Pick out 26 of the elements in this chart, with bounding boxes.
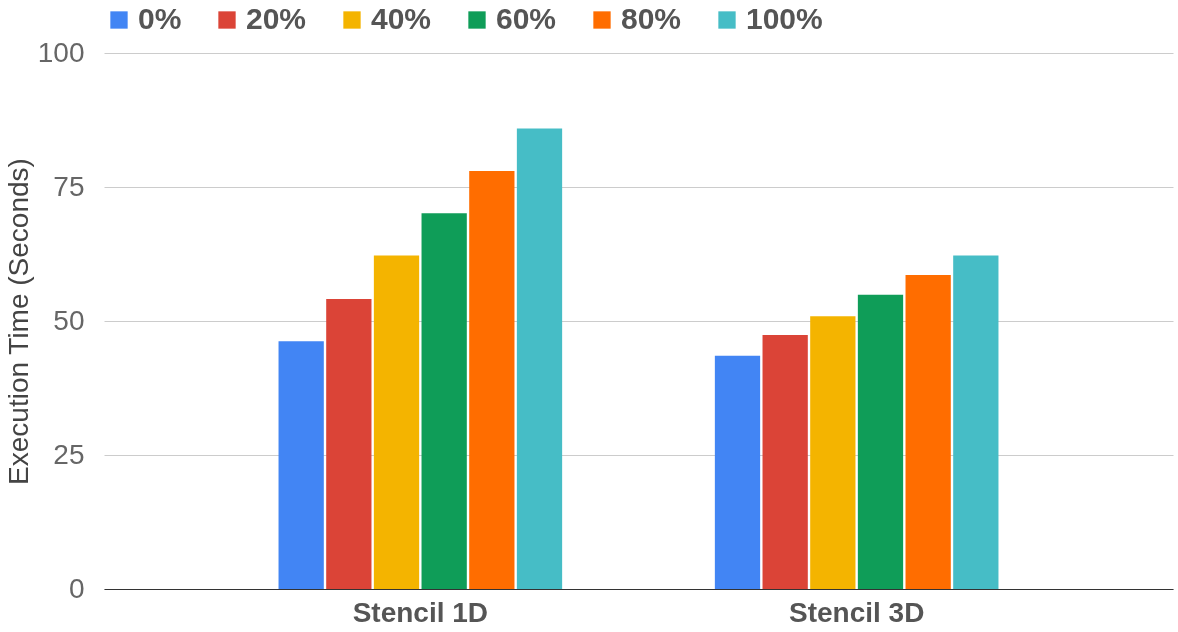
legend-label: 60%: [496, 2, 557, 35]
legend-label: 40%: [371, 2, 432, 35]
x-tick-label: Stencil 1D: [352, 596, 489, 628]
bar: [810, 316, 856, 589]
bar: [762, 334, 808, 589]
y-tick-label: 50: [53, 304, 85, 336]
bar: [421, 213, 467, 589]
legend-label: 80%: [621, 2, 682, 35]
legend-label: 20%: [246, 2, 307, 35]
bar: [278, 341, 324, 589]
bar: [714, 355, 761, 589]
y-tick-label: 0: [68, 572, 85, 604]
bar: [516, 128, 563, 589]
y-axis-title: Execution Time (Seconds): [2, 158, 34, 485]
y-tick-label: 75: [53, 170, 85, 202]
legend-label: 100%: [746, 2, 823, 35]
bar: [326, 299, 372, 589]
bar: [469, 170, 515, 589]
x-tick-label: Stencil 3D: [788, 596, 925, 628]
bar: [857, 294, 904, 589]
bar: [953, 255, 999, 589]
y-tick-label: 100: [37, 36, 85, 68]
legend-label: 0%: [138, 2, 182, 35]
y-tick-label: 25: [53, 438, 85, 470]
bar: [373, 255, 420, 589]
bar: [905, 274, 951, 589]
